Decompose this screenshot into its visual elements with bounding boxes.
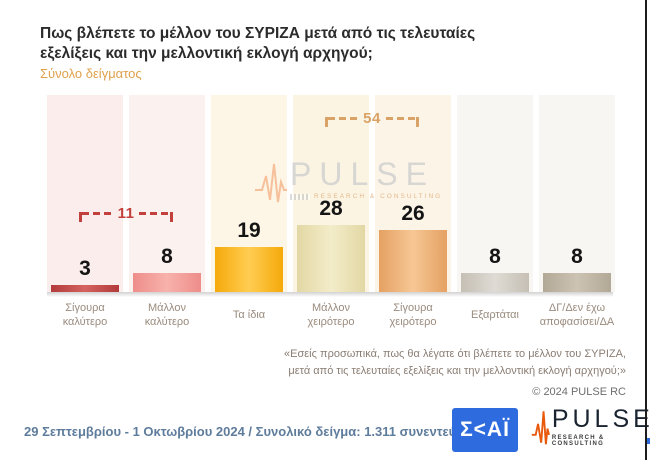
bar-segment	[297, 225, 365, 292]
bar-value-label: 8	[571, 245, 583, 268]
bar-column-3: 19	[211, 95, 287, 292]
pulse-logo-chip	[646, 438, 650, 444]
bar-value-label: 19	[237, 219, 261, 242]
fieldwork-dates: 29 Σεπτεμβρίου - 1 Οκτωβρίου 2024 / Συνο…	[24, 424, 479, 439]
bracket-dash-line	[328, 117, 359, 120]
category-label: ΔΓ/Δεν έχω αποφασίσει/ΔΑ	[539, 301, 615, 328]
bracket-tick	[416, 117, 419, 127]
bracket-dash-line	[385, 117, 416, 120]
bracket-dash-line	[82, 212, 113, 215]
bar-column-1: 3	[47, 95, 123, 292]
category-label: Εξαρτάται	[471, 308, 519, 321]
bar-value-label: 26	[401, 202, 425, 225]
bar-column-6: 8	[457, 95, 533, 292]
bar-column-2: 8	[129, 95, 205, 292]
chart-title: Πως βλέπετε το μέλλον του ΣΥΡΙΖΑ μετά απ…	[40, 25, 476, 63]
category-label: Τα ίδια	[232, 308, 266, 321]
pulse-logo-waveform-icon	[531, 411, 550, 445]
category-label: Μάλλον καλύτερο	[144, 301, 190, 328]
chart-subtitle: Σύνολο δείγματος	[40, 66, 142, 81]
bar-value-label: 8	[161, 245, 173, 268]
bar-column-5: 26	[375, 95, 451, 292]
bar-segment	[461, 273, 529, 292]
sum-bracket-54: 54	[325, 111, 419, 131]
bar-segment	[543, 273, 611, 292]
bar-segment	[51, 285, 119, 292]
screen-edge-line	[645, 0, 647, 460]
pulse-logo-text: PULSE	[551, 405, 650, 433]
bar-segment	[133, 273, 201, 292]
pulse-logo: PULSE RESEARCH & CONSULTING	[531, 405, 650, 449]
bracket-dash-line	[139, 212, 171, 215]
bracket-sum-label: 11	[117, 205, 135, 222]
skai-logo: Σ<ΑΪ	[452, 408, 518, 452]
pulse-logo-subtitle: RESEARCH & CONSULTING	[551, 435, 605, 447]
bracket-tick	[79, 212, 82, 222]
skai-logo-text: Σ<ΑΪ	[460, 418, 510, 441]
bar-segment	[379, 230, 447, 292]
bar-value-label: 28	[319, 197, 343, 220]
bar-value-label: 8	[489, 245, 501, 268]
bracket-tick	[325, 117, 328, 127]
bar-column-7: 8	[539, 95, 615, 292]
sum-bracket-11: 11	[79, 206, 174, 226]
copyright: © 2024 PULSE RC	[532, 386, 626, 398]
bar-segment	[215, 247, 283, 292]
bracket-sum-label: 54	[363, 110, 381, 127]
bar-value-label: 3	[79, 257, 91, 280]
category-label: Μάλλον χειρότερο	[307, 301, 355, 328]
baseline-shadow	[47, 292, 613, 297]
question-quote: «Εσείς προσωπικά, πως θα λέγατε ότι βλέπ…	[284, 348, 626, 377]
category-label: Σίγουρα καλύτερο	[62, 301, 108, 328]
bracket-tick	[170, 212, 174, 222]
category-label: Σίγουρα χειρότερο	[389, 301, 437, 328]
